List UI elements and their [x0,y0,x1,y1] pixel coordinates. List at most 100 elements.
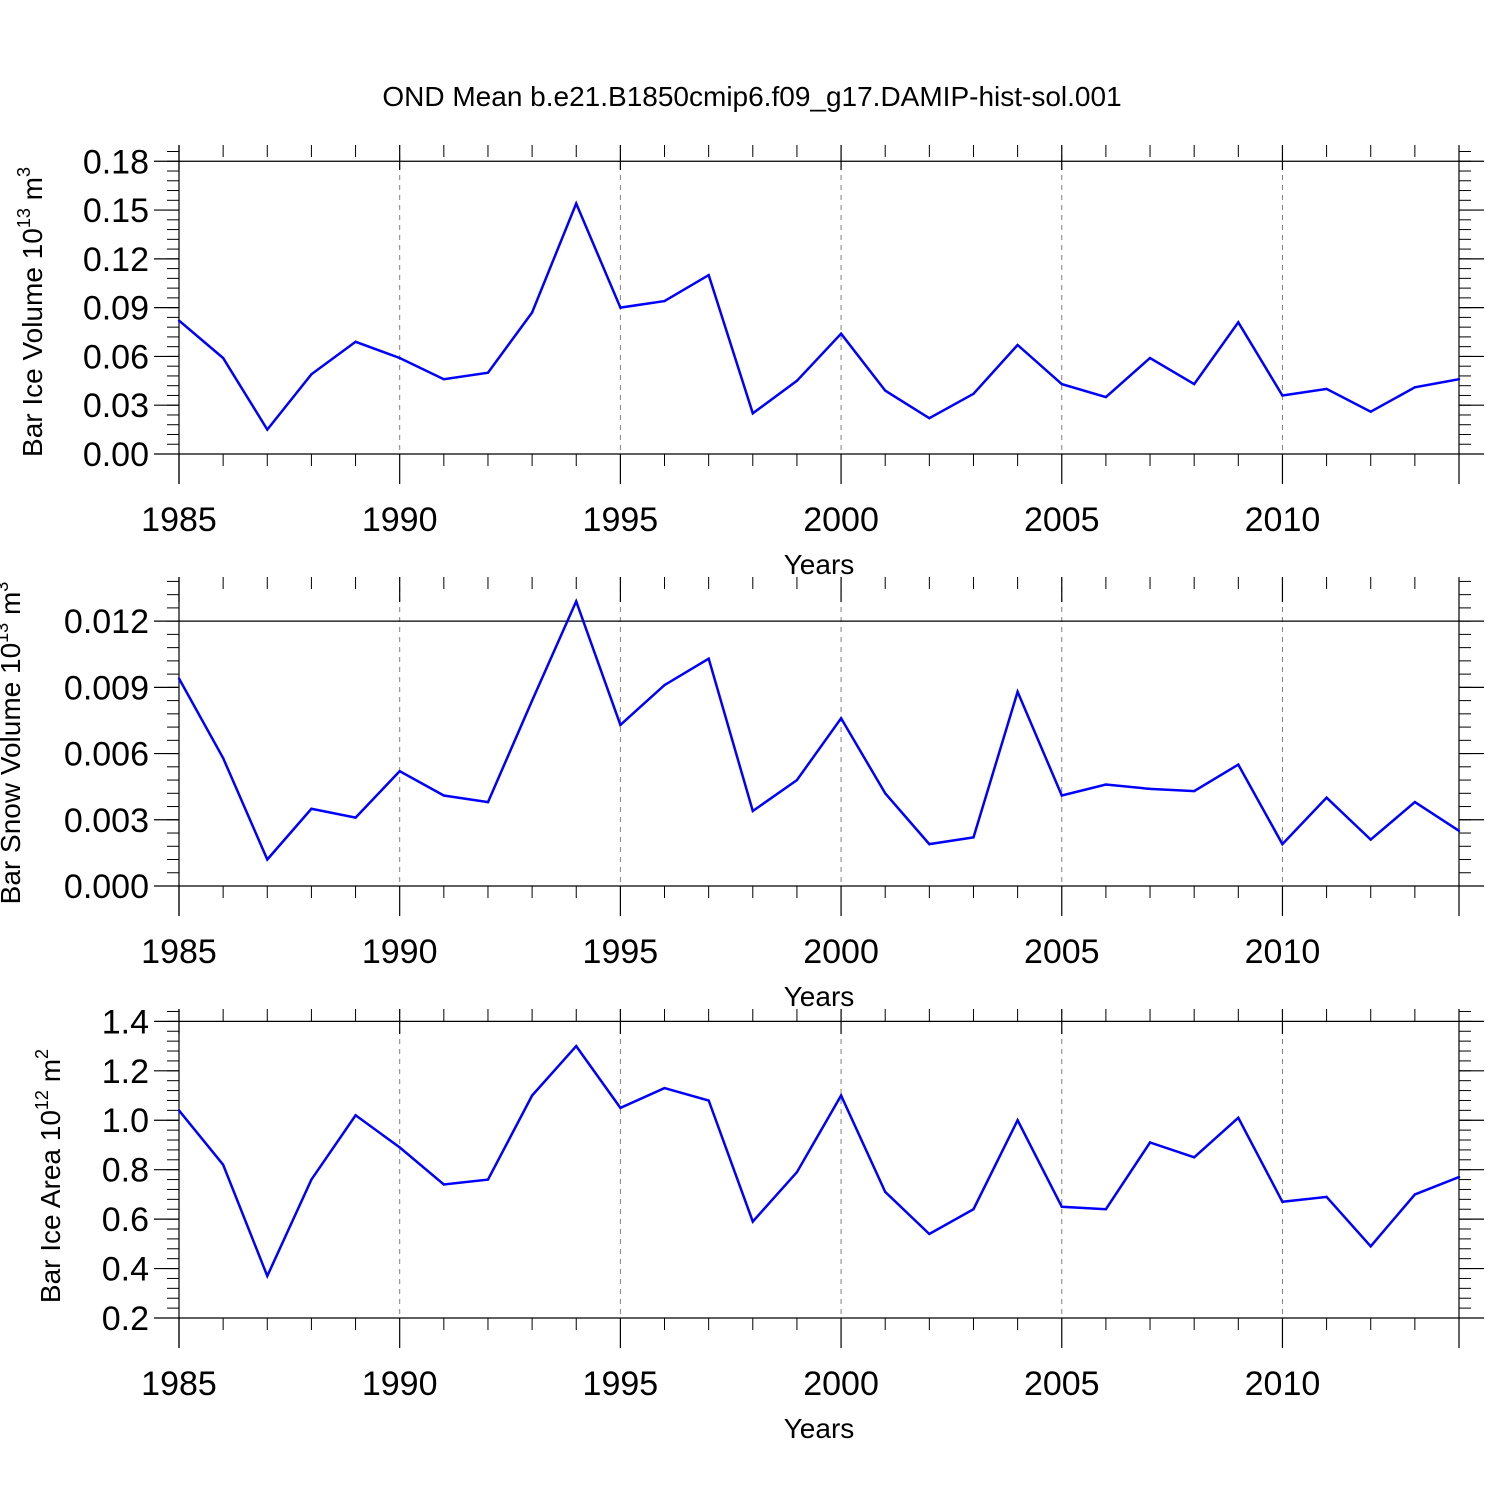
data-point [1369,838,1372,841]
data-point [839,332,843,335]
data-point [1457,377,1461,381]
x-tick-label: 2010 [1245,501,1321,539]
data-point [398,770,401,773]
data-point [751,1220,754,1223]
data-point [1281,1200,1284,1204]
data-point [177,319,181,322]
data-point [795,1170,799,1174]
data-point [972,392,975,396]
data-point [751,809,754,813]
x-axis-label: Years [784,549,855,580]
data-point [486,800,490,804]
x-tick-label: 1990 [362,933,438,971]
data-point [1016,1119,1019,1122]
data-point [1413,386,1417,389]
x-tick-label: 1995 [583,933,659,971]
data-series-line [178,1044,1460,1280]
data-point [839,717,843,720]
data-point [928,417,931,420]
y-tick-label: 0.06 [83,338,149,376]
data-point [1281,394,1284,397]
data-point [575,202,578,205]
data-point [530,699,534,702]
data-series-line [178,200,1460,432]
x-tick-label: 1985 [141,1365,217,1403]
y-tick-label: 0.15 [83,192,149,230]
x-axis-label: Years [784,1413,855,1444]
data-point [972,836,975,839]
data-point [1369,410,1372,413]
x-tick-label: 1990 [362,501,438,539]
data-point [575,600,578,603]
data-point [928,842,931,846]
y-tick-label: 0.4 [102,1251,149,1289]
data-point [1104,395,1108,399]
data-point [1325,1195,1328,1199]
data-point [1281,842,1284,846]
data-point [1457,1175,1461,1179]
y-axis-label: Bar Snow Volume 1013 m3 [0,582,26,905]
data-point [575,1044,578,1048]
x-tick-label: 2005 [1024,1365,1100,1403]
data-point [310,807,313,810]
data-point [795,379,799,383]
data-point [1060,1205,1063,1208]
data-point [839,1094,843,1097]
data-point [1060,382,1063,386]
y-tick-label: 0.03 [83,387,149,425]
x-tick-label: 1985 [141,933,217,971]
data-point [221,1163,225,1166]
data-point [663,683,666,687]
data-point [1413,800,1417,804]
y-axis-label: Bar Ice Volume 1013 m3 [14,167,48,457]
data-point [530,311,534,314]
x-tick-label: 2000 [803,1365,879,1403]
y-tick-label: 1.0 [102,1102,149,1140]
x-tick-label: 1985 [141,501,217,539]
y-tick-label: 1.4 [102,1003,149,1041]
data-point [884,792,887,795]
data-point [354,340,357,343]
data-point [972,1208,975,1211]
y-tick-label: 1.2 [102,1053,149,1091]
data-point [266,1274,269,1278]
data-point [310,373,313,376]
y-tick-label: 0.006 [64,736,149,774]
data-point [354,1114,357,1117]
data-point [354,816,357,819]
data-point [1192,1156,1196,1159]
data-point [1016,343,1019,347]
data-point [1457,829,1461,833]
x-tick-label: 1990 [362,1365,438,1403]
data-point [221,356,225,360]
figure-title: OND Mean b.e21.B1850cmip6.f09_g17.DAMIP-… [382,81,1121,112]
data-point [1104,783,1108,786]
x-tick-label: 2010 [1245,933,1321,971]
data-point [1237,1116,1240,1119]
data-point [442,794,446,797]
x-tick-label: 1995 [583,1365,659,1403]
data-point [398,356,401,360]
y-tick-label: 0.09 [83,290,149,328]
data-point [266,858,269,861]
data-point [310,1178,313,1181]
data-point [1192,382,1196,386]
data-point [619,1106,622,1110]
y-tick-label: 0.00 [83,436,149,474]
data-point [1060,794,1063,797]
data-point [1369,1245,1372,1248]
data-point [1148,356,1152,360]
data-point [1192,789,1196,793]
data-point [1016,690,1019,693]
data-series-line [177,597,1460,862]
y-tick-label: 0.012 [64,603,149,641]
data-point [1325,796,1328,799]
data-point [1413,1193,1417,1196]
y-tick-label: 0.009 [64,669,149,707]
x-axis-label: Years [784,981,855,1012]
data-point [751,412,754,415]
data-point [266,428,269,431]
data-point [1237,321,1240,324]
data-point [707,1099,710,1102]
